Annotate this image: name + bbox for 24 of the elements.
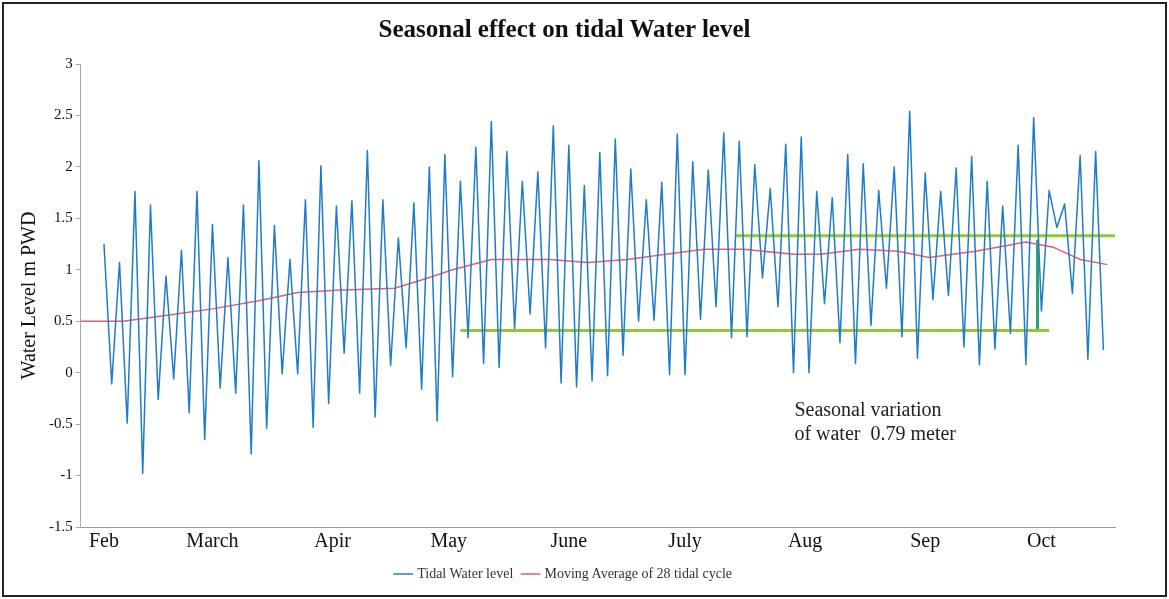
x-tick-label: Oct	[1026, 529, 1057, 552]
y-tick-label: -0.5	[49, 415, 73, 432]
x-tick-label: Sep	[910, 529, 941, 553]
y-tick-label: 1.5	[54, 209, 73, 226]
y-tick-label: -1.5	[49, 517, 73, 534]
x-tick-label: March	[186, 529, 239, 552]
x-tick-label: May	[430, 529, 468, 553]
x-tick-label: Aug	[787, 529, 823, 553]
y-tick-label: 2.5	[54, 106, 73, 123]
legend-label: Tidal Water level	[417, 565, 514, 581]
x-tick-label: June	[550, 529, 588, 552]
y-tick-label: -1	[60, 466, 73, 483]
x-tick-label: Apir	[314, 529, 352, 553]
annotation: Seasonal variation of water 0.79 meter	[794, 397, 957, 444]
y-tick-label: 0	[65, 363, 73, 380]
x-tick-label: Feb	[88, 529, 119, 552]
y-axis-title: Water Level m PWD	[17, 211, 40, 380]
y-tick-label: 1	[65, 260, 73, 277]
x-tick-label: July	[668, 529, 702, 553]
legend-label: Moving Average of 28 tidal cycle	[544, 565, 733, 581]
chart-title: Seasonal effect on tidal Water level	[378, 15, 751, 43]
y-tick-label: 3	[65, 54, 73, 71]
y-tick-label: 0.5	[54, 312, 73, 329]
y-tick-label: 2	[65, 157, 73, 174]
